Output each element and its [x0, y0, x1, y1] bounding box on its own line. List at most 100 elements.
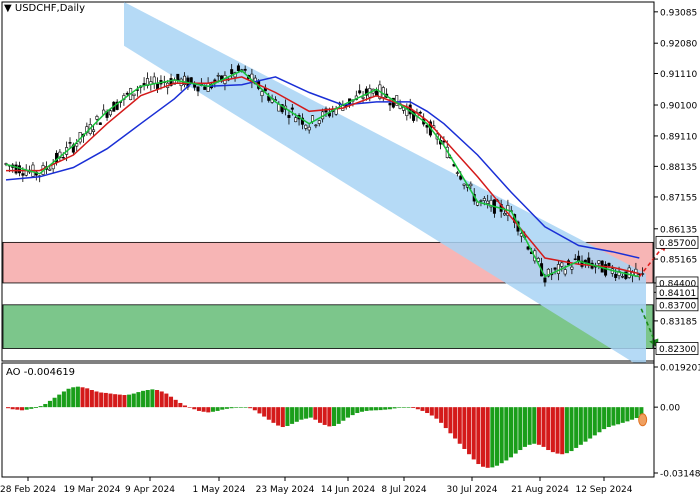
candle-up	[24, 170, 28, 176]
candle-down	[459, 175, 463, 180]
ao-bar-up	[606, 407, 611, 428]
candle-down	[14, 164, 18, 174]
ao-bar-down	[206, 407, 211, 413]
candle-up	[307, 126, 311, 131]
ao-bar-up	[583, 407, 588, 442]
ao-bar-down	[182, 405, 188, 408]
ao-bar-down	[481, 407, 486, 467]
ao-bar-up	[52, 397, 57, 408]
ao-bar-up	[359, 407, 364, 412]
candle-down	[358, 90, 362, 94]
candle-up	[597, 260, 601, 264]
ao-bar-up	[131, 393, 136, 408]
candle-up	[206, 82, 210, 92]
candle-up	[314, 124, 318, 127]
y-tick-label: 0.93085	[660, 8, 697, 18]
price-level-label: 0.85700	[659, 239, 696, 249]
ao-bar-down	[550, 407, 555, 453]
candle-up	[183, 75, 187, 85]
candle-up	[479, 200, 483, 202]
ao-bar-up	[588, 407, 593, 439]
ao-bar-down	[555, 407, 560, 454]
candle-up	[560, 262, 564, 267]
candle-up	[519, 233, 523, 237]
downtrend-channel	[124, 2, 646, 371]
ao-bar-up	[350, 407, 355, 416]
ao-latest-marker-icon	[638, 413, 648, 427]
moving-average-green	[5, 69, 640, 278]
ao-bar-up	[66, 388, 71, 408]
ao-bar-up	[61, 391, 66, 408]
ao-bar-down	[99, 392, 104, 408]
ao-bar-up	[75, 386, 80, 408]
ao-bar-up	[220, 407, 225, 410]
candle-up	[152, 76, 156, 84]
x-tick-label: 14 Jun 2024	[321, 485, 375, 495]
candle-up	[395, 95, 399, 106]
ao-bar-down	[467, 407, 472, 455]
moving-average-red	[6, 76, 640, 275]
candle-down	[115, 101, 119, 110]
ao-bar-up	[224, 407, 229, 409]
candle-up	[317, 120, 321, 124]
ao-bar-up	[369, 407, 374, 411]
ao-y-tick-label: -0.031484	[660, 470, 700, 480]
ao-bar-down	[15, 407, 20, 410]
ao-bar-down	[192, 407, 197, 410]
candle-up	[462, 183, 466, 186]
collapse-arrow-icon[interactable]: ▼	[4, 3, 12, 14]
ao-indicator-label: AO -0.004619	[6, 367, 76, 378]
ao-bar-down	[546, 407, 551, 451]
candle-down	[243, 68, 247, 71]
ao-y-tick-label: 0.00	[660, 404, 680, 414]
candle-up	[260, 91, 264, 97]
candle-up	[179, 78, 183, 87]
ao-bar-up	[150, 389, 155, 408]
ao-bar-up	[57, 394, 62, 408]
ao-bar-down	[187, 407, 192, 408]
ao-bar-up	[499, 407, 504, 464]
candle-down	[176, 73, 180, 81]
ao-bar-up	[508, 407, 514, 458]
ao-bar-down	[462, 407, 467, 449]
candle-up	[75, 143, 79, 147]
ao-bar-up	[616, 407, 621, 425]
ao-bar-down	[159, 391, 164, 408]
candle-down	[614, 274, 618, 278]
candle-up	[620, 276, 624, 278]
ao-bar-down	[248, 407, 253, 409]
ao-bar-down	[271, 407, 276, 423]
ao-bar-down	[201, 407, 206, 412]
ao-bar-down	[19, 407, 25, 411]
candle-down	[196, 86, 200, 92]
y-tick-label: 0.86135	[660, 225, 697, 235]
y-tick-label: 0.85165	[660, 256, 697, 266]
support-zone	[2, 304, 654, 349]
candle-down	[577, 255, 581, 262]
x-tick-label: 23 May 2024	[256, 485, 315, 495]
candle-down	[280, 104, 284, 113]
candle-up	[570, 266, 574, 270]
candle-down	[68, 142, 72, 144]
ao-bar-up	[592, 407, 597, 436]
ao-bar-up	[364, 407, 369, 411]
ao-bar-down	[262, 407, 267, 417]
ao-bar-down	[10, 407, 15, 410]
ao-bar-up	[294, 407, 299, 422]
candle-up	[627, 267, 631, 278]
ao-y-tick-label: 0.019201	[660, 364, 700, 374]
ao-bar-up	[574, 407, 579, 448]
x-tick-label: 12 Sep 2024	[575, 485, 632, 495]
candle-up	[486, 200, 490, 204]
ao-bar-up	[597, 407, 602, 433]
ao-bar-down	[108, 393, 113, 408]
x-tick-label: 19 Mar 2024	[63, 485, 120, 495]
x-tick-label: 9 Apr 2024	[125, 485, 175, 495]
ao-bar-down	[425, 407, 430, 414]
ao-bar-down	[313, 407, 318, 420]
candle-up	[563, 269, 567, 275]
ao-bar-down	[85, 388, 90, 408]
candle-up	[294, 117, 298, 123]
